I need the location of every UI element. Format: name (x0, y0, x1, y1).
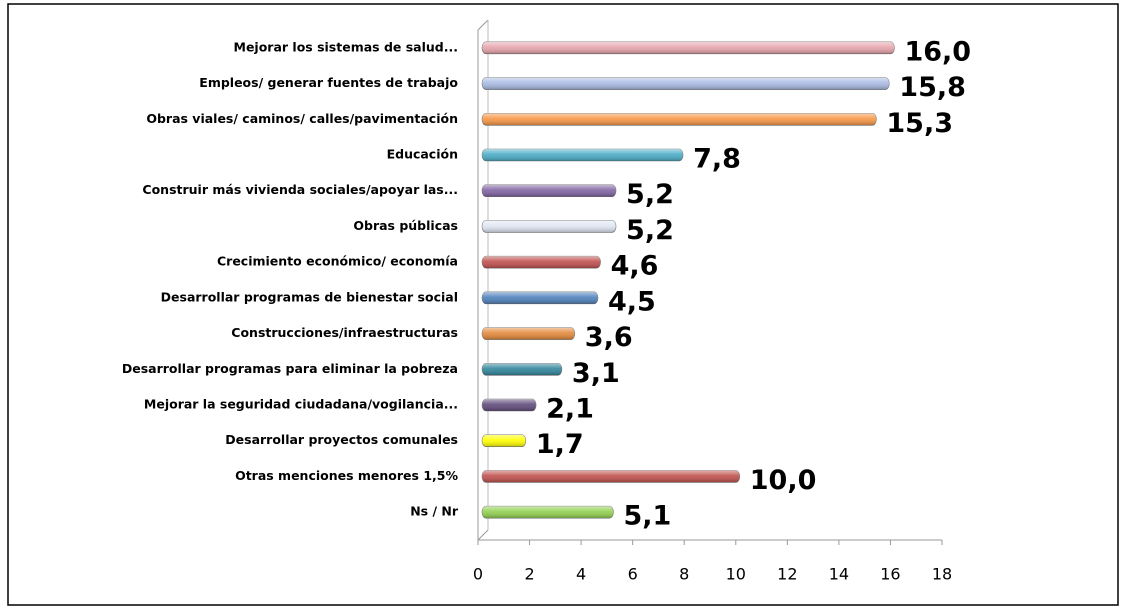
x-tick-label: 18 (932, 565, 952, 584)
value-label: 16,0 (904, 36, 971, 67)
category-label: Ns / Nr (410, 504, 459, 519)
x-tick-label: 2 (524, 565, 534, 584)
value-label: 15,8 (899, 72, 966, 103)
x-tick-label: 14 (829, 565, 849, 584)
category-label: Desarrollar programas para eliminar la p… (122, 361, 458, 376)
category-label: Obras viales/ caminos/ calles/pavimentac… (146, 111, 458, 126)
value-label: 10,0 (750, 465, 817, 496)
bar-shine (482, 327, 575, 340)
category-label: Empleos/ generar fuentes de trabajo (199, 75, 458, 90)
axis-depth (477, 529, 489, 541)
bar-shine (482, 470, 740, 483)
category-label: Mejorar la seguridad ciudadana/vogilanci… (144, 397, 458, 412)
bar-shine (482, 291, 598, 304)
bar-shine (482, 77, 890, 90)
bar-shine (482, 220, 617, 233)
value-label: 3,6 (585, 322, 633, 353)
value-label: 1,7 (536, 429, 584, 460)
x-tick-label: 4 (576, 565, 586, 584)
value-label: 5,2 (626, 179, 674, 210)
category-label: Construir más vivienda sociales/apoyar l… (142, 182, 458, 197)
x-tick-label: 12 (777, 565, 797, 584)
x-tick-label: 6 (628, 565, 638, 584)
value-label: 7,8 (693, 144, 741, 175)
value-label: 15,3 (886, 108, 953, 139)
category-label: Construcciones/infraestructuras (231, 325, 458, 340)
value-label: 2,1 (546, 394, 594, 425)
value-label: 4,6 (611, 251, 659, 282)
category-label: Obras públicas (353, 218, 458, 233)
x-tick-label: 16 (880, 565, 900, 584)
category-label: Crecimiento económico/ economía (217, 254, 458, 269)
bar-shine (482, 363, 562, 376)
bar-shine (482, 184, 617, 197)
frame (7, 3, 1119, 606)
value-label: 4,5 (608, 286, 656, 317)
category-label: Mejorar los sistemas de salud... (234, 39, 458, 54)
bar-shine (482, 399, 537, 411)
category-label: Desarrollar programas de bienestar socia… (161, 289, 458, 304)
value-label: 5,1 (623, 501, 671, 532)
bar-shine (482, 434, 526, 447)
bar-shine (482, 41, 895, 54)
value-label: 3,1 (572, 358, 620, 389)
x-tick-label: 8 (679, 565, 689, 584)
category-label: Educación (387, 147, 458, 162)
bar-shine (482, 149, 684, 161)
category-label: Desarrollar proyectos comunales (225, 432, 458, 447)
bar-shine (482, 506, 614, 519)
x-tick-label: 0 (473, 565, 483, 584)
value-label: 5,2 (626, 215, 674, 246)
bar-shine (482, 256, 601, 269)
bar-shine (482, 113, 877, 126)
category-label: Otras menciones menores 1,5% (235, 468, 458, 483)
axis-depth (477, 19, 489, 31)
x-tick-label: 10 (726, 565, 746, 584)
